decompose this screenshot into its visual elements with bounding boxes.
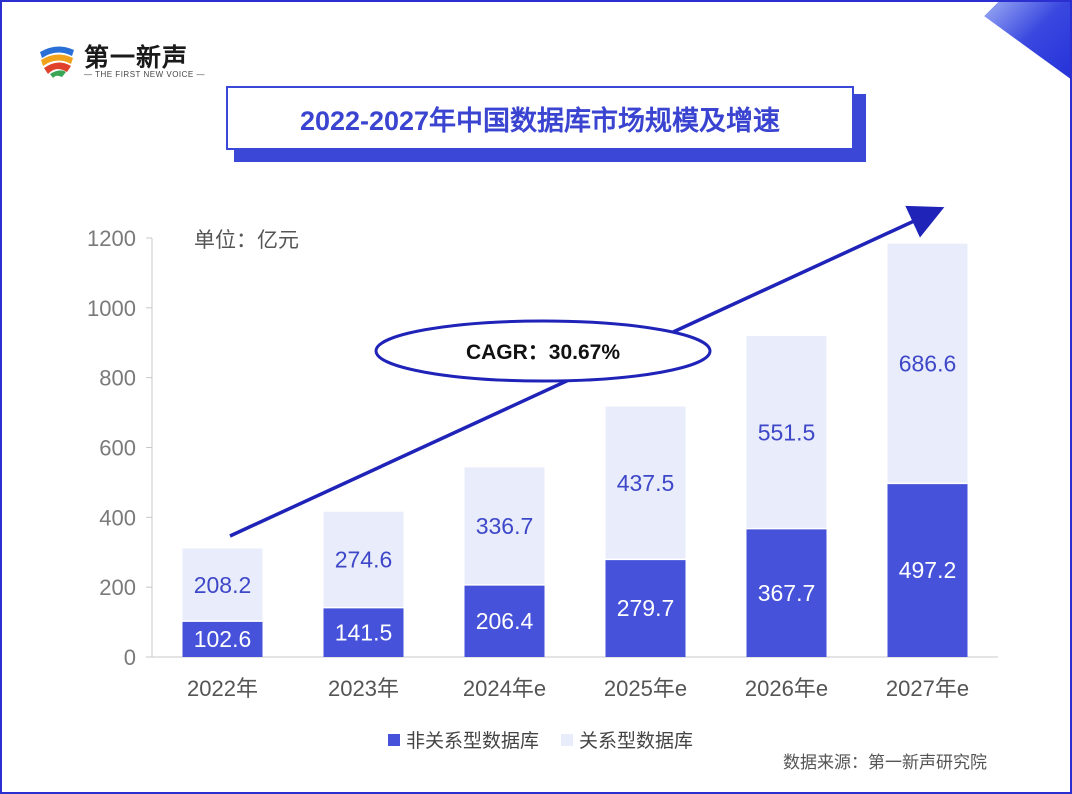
brand-logo: 第一新声 — THE FIRST NEW VOICE —	[32, 36, 222, 84]
x-tick-label: 2024年e	[463, 676, 546, 701]
cagr-ellipse	[374, 319, 712, 383]
y-tick-label: 0	[124, 645, 136, 670]
data-label-relational: 208.2	[194, 572, 252, 598]
bar-6-relational	[887, 243, 968, 484]
bar-2-relational	[323, 511, 404, 608]
bar-5-relational	[746, 336, 827, 529]
bar-3-relational	[464, 467, 545, 585]
y-tick-label: 800	[99, 366, 136, 391]
cagr-label: CAGR：30.67%	[466, 341, 620, 364]
x-tick-label: 2022年	[187, 676, 258, 701]
y-tick-label: 1000	[87, 296, 136, 321]
data-label-nonrelational: 279.7	[617, 595, 675, 621]
data-label-relational: 686.6	[899, 351, 957, 377]
x-tick-label: 2025年e	[604, 676, 687, 701]
bar-5-nonrelational	[746, 528, 827, 657]
data-label-relational: 274.6	[335, 547, 393, 573]
unit-label: 单位：亿元	[194, 229, 299, 252]
legend-label-1: 非关系型数据库	[406, 730, 539, 752]
bar-3-nonrelational	[464, 584, 545, 657]
legend-label-2: 关系型数据库	[579, 730, 693, 752]
bar-6-nonrelational	[887, 483, 968, 657]
brand-mark-icon	[38, 40, 76, 78]
bar-1-relational	[182, 548, 263, 622]
y-tick-label: 1200	[87, 226, 136, 251]
source-note: 数据来源：第一新声研究院	[783, 753, 987, 772]
legend-swatch-2	[561, 734, 573, 746]
data-label-nonrelational: 206.4	[476, 608, 534, 634]
title-box: 2022-2027年中国数据库市场规模及增速	[226, 86, 854, 150]
bar-4-relational	[605, 406, 686, 560]
bar-1-nonrelational	[182, 621, 263, 657]
brand-name: 第一新声	[84, 44, 189, 72]
data-label-nonrelational: 497.2	[899, 557, 957, 583]
data-label-relational: 336.7	[476, 513, 534, 539]
legend-swatch-1	[388, 734, 400, 746]
y-tick-label: 400	[99, 505, 136, 530]
x-tick-label: 2027年e	[886, 676, 969, 701]
data-label-relational: 437.5	[617, 470, 675, 496]
data-label-nonrelational: 141.5	[335, 619, 393, 645]
chart-title: 2022-2027年中国数据库市场规模及增速	[299, 105, 781, 136]
x-tick-label: 2026年e	[745, 676, 828, 701]
x-tick-label: 2023年	[328, 676, 399, 701]
bar-4-nonrelational	[605, 559, 686, 657]
y-tick-label: 600	[99, 436, 136, 461]
data-label-nonrelational: 367.7	[758, 580, 816, 606]
data-label-relational: 551.5	[758, 419, 816, 445]
y-tick-label: 200	[99, 575, 136, 600]
data-label-nonrelational: 102.6	[194, 626, 252, 652]
brand-tagline: — THE FIRST NEW VOICE —	[84, 70, 205, 79]
bar-2-nonrelational	[323, 607, 404, 657]
